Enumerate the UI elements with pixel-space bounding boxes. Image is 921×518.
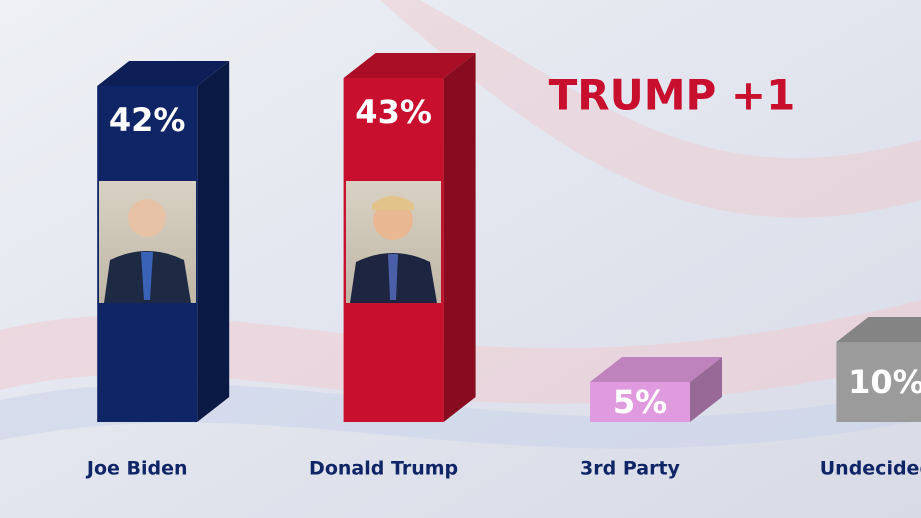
x-tick-label: Joe Biden	[85, 458, 188, 480]
bars	[97, 53, 921, 422]
value-label: 42%	[109, 101, 186, 139]
x-tick-label: 3rd Party	[580, 458, 680, 480]
bar-top	[590, 357, 722, 382]
photo	[346, 181, 441, 303]
value-label: 43%	[355, 93, 432, 131]
decor-stripe	[0, 383, 921, 449]
photo	[99, 181, 196, 303]
x-tick-label: Undecided	[820, 458, 921, 480]
bar-side	[690, 357, 722, 422]
value-label: 5%	[613, 383, 667, 421]
bar-top	[836, 317, 921, 342]
bar-top	[343, 53, 476, 78]
bar-side	[197, 61, 230, 422]
bar-side	[443, 53, 476, 422]
annotation: TRUMP +1	[549, 71, 796, 120]
value-label: 10%	[848, 363, 921, 401]
bar	[590, 382, 690, 422]
bar-top	[97, 61, 230, 86]
x-tick-label: Donald Trump	[309, 458, 458, 480]
decor-stripe	[380, 0, 921, 218]
bar	[836, 342, 921, 422]
